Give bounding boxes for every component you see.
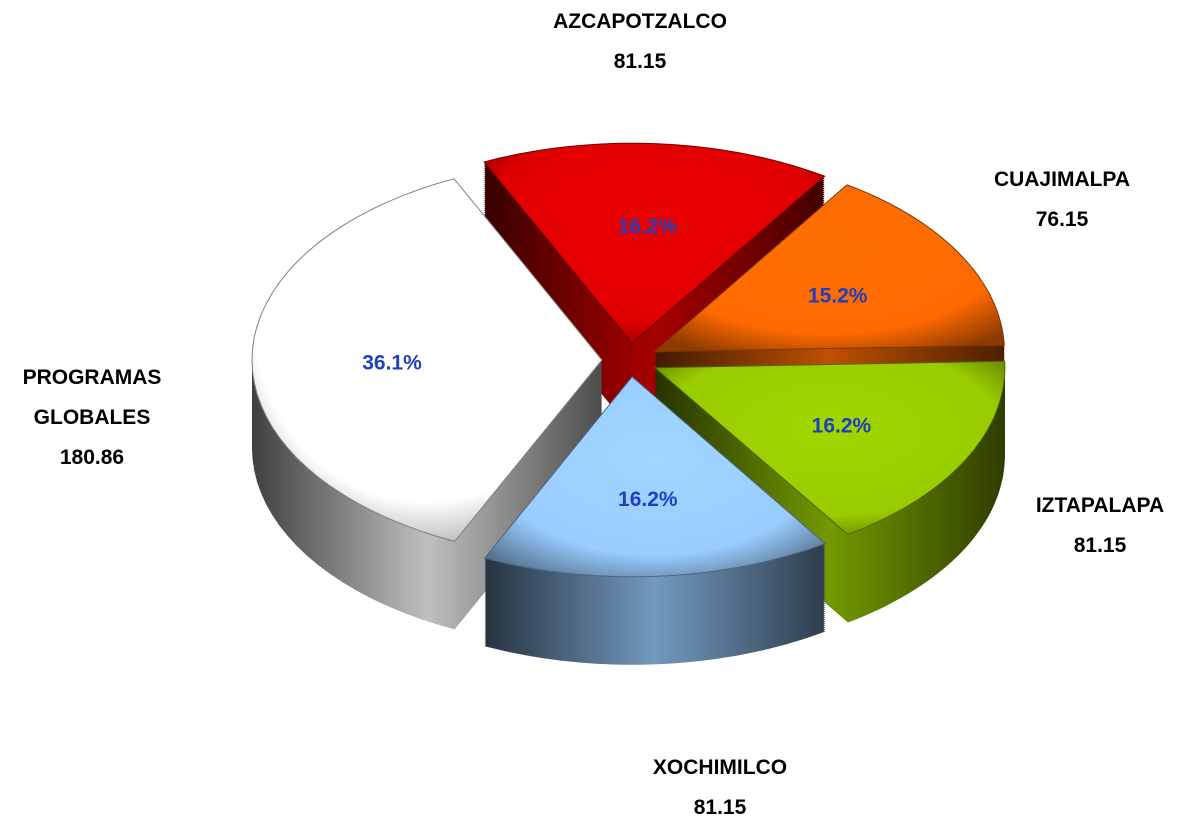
percent-label: 15.2% — [808, 285, 868, 308]
category-name: AZCAPOTZALCO — [553, 10, 727, 33]
category-name: XOCHIMILCO — [652, 756, 788, 779]
percent-label: 16.2% — [812, 414, 872, 437]
percent-label: 36.1% — [362, 352, 422, 375]
pie-slice — [653, 360, 1006, 536]
category-name: IZTAPALAPA — [1035, 494, 1165, 517]
value-label: 76.15 — [1035, 208, 1089, 231]
pie-slice — [483, 376, 827, 578]
percent-label: 16.2% — [618, 488, 678, 511]
percent-label: 16.2% — [618, 215, 678, 238]
pie-slice — [483, 142, 826, 344]
slice-label: AZCAPOTZALCO 81.15 — [553, 2, 727, 82]
slice-label: XOCHIMILCO 81.15 — [653, 748, 787, 828]
value-label: 81.15 — [1073, 534, 1127, 557]
category-name: PROGRAMAS GLOBALES — [22, 366, 162, 429]
value-label: 81.15 — [613, 50, 667, 73]
pie-slice — [653, 184, 1005, 353]
pie-slice — [251, 178, 603, 542]
value-label: 180.86 — [59, 446, 125, 469]
slice-label: IZTAPALAPA 81.15 — [1036, 486, 1164, 566]
slice-label: CUAJIMALPA 76.15 — [994, 160, 1130, 240]
value-label: 81.15 — [693, 796, 747, 819]
slice-label: PROGRAMAS GLOBALES 180.86 — [7, 358, 177, 478]
category-name: CUAJIMALPA — [993, 168, 1131, 191]
